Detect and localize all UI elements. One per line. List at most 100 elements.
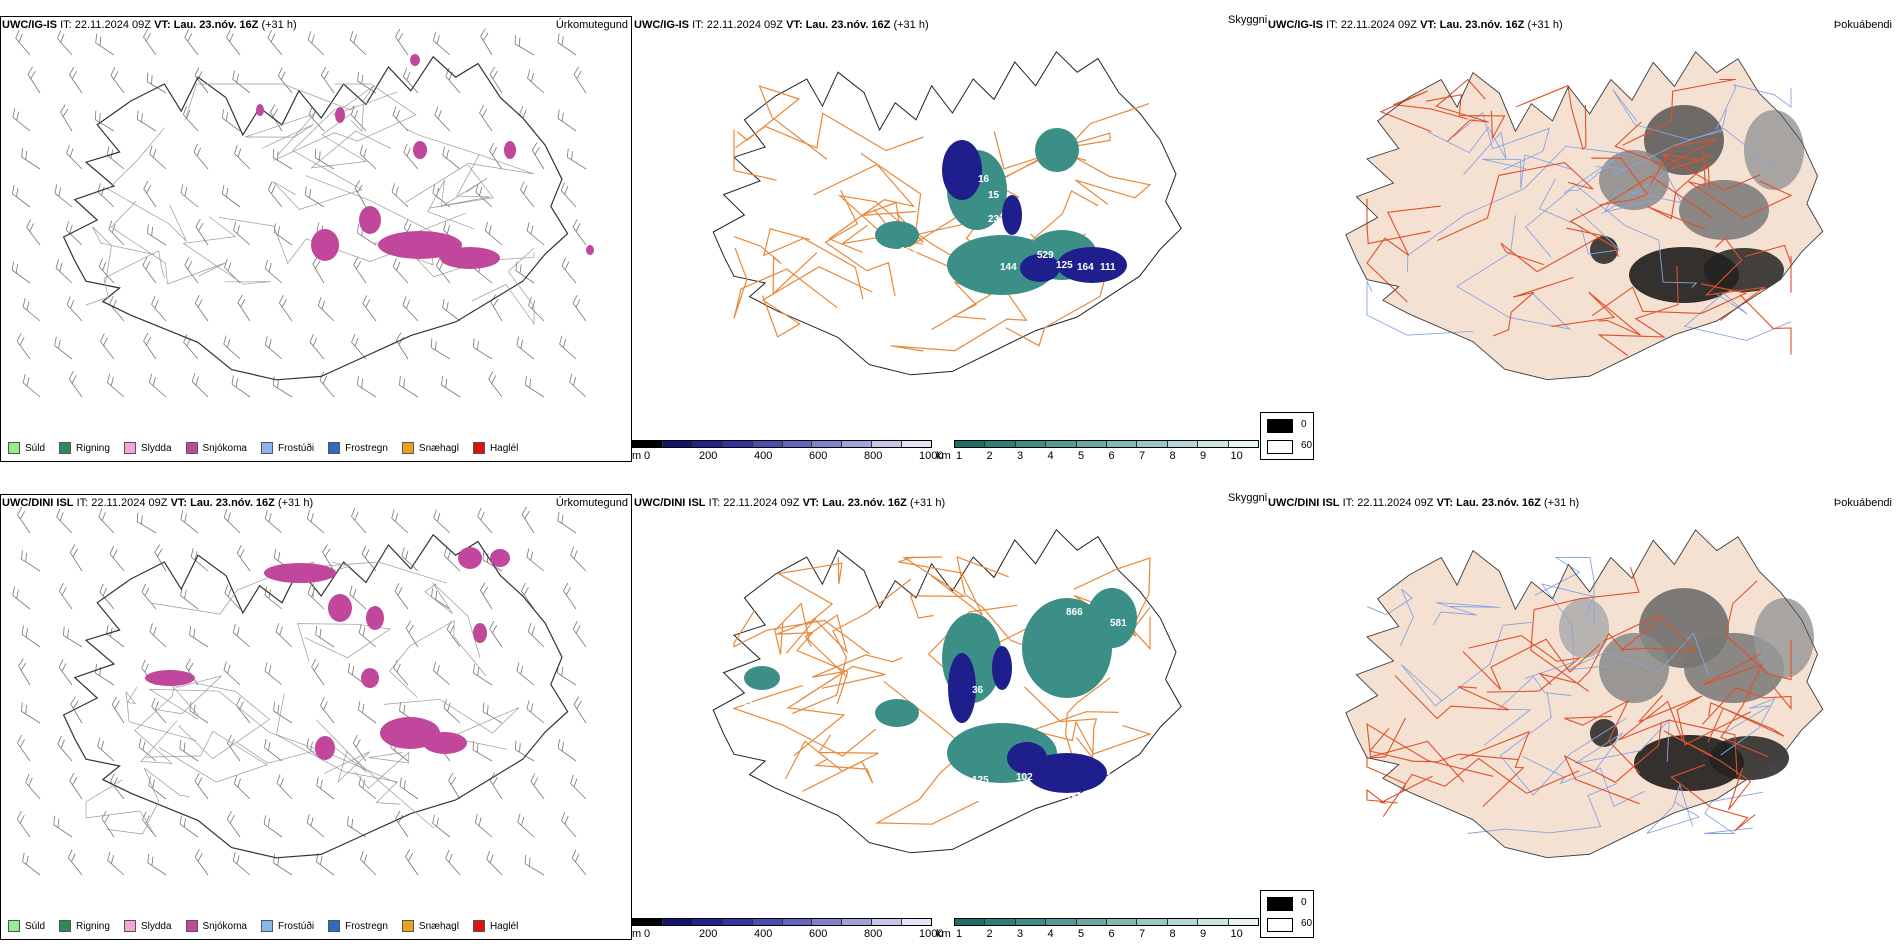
wind-barb [566,148,587,170]
iceland-coastline [1345,51,1824,381]
road-line [1394,675,1510,720]
road-line [1453,111,1550,171]
road-line [1683,292,1792,341]
vt-value: Lau. 23.nóv. 16Z [173,19,259,31]
road-line [310,112,392,169]
low-ceiling-area [1027,753,1107,793]
wind-barb [488,371,503,398]
colorbar-tick: 400 [754,450,773,462]
colorbar-cell [722,441,753,447]
colorbar-cell [812,441,843,447]
fog-area [1679,180,1769,240]
wind-barb [98,258,115,284]
wind-barb [322,544,335,572]
panel-header: UWC/DINI ISL IT: 22.11.2024 09Z VT: Lau.… [1268,497,1579,509]
road-line [1614,121,1718,186]
legend-label: Slydda [140,442,172,454]
wind-barb [572,295,587,322]
it-value: 22.11.2024 09Z [1357,497,1434,509]
wind-barb [16,333,31,360]
colorbar-tick: 600 [809,928,828,940]
wind-barb [434,106,451,132]
colorbar-unit: m [632,928,642,940]
colorbar-cell [722,919,753,925]
wind-barb [561,257,577,284]
road-line [110,200,227,285]
ceiling-colorbar [632,440,932,448]
wind-barb [107,373,125,398]
wind-barb [362,295,377,322]
colorbar-cell [1107,441,1138,447]
iceland-coastline [62,55,569,381]
wind-barb [232,852,251,876]
colorbar-cell [1228,441,1259,447]
wind-barb [519,105,535,132]
panel-title: Þokuábendi [1833,497,1892,509]
panel-header: UWC/IG-IS IT: 22.11.2024 09Z VT: Lau. 23… [2,19,297,31]
colorbar-cell [872,441,903,447]
legend-label: Snjókoma [202,920,247,932]
road-line [1702,686,1792,725]
wind-barb [233,775,251,800]
wind-barb [527,69,545,94]
panel-title: Úrkomutegund [555,19,628,31]
wind-barb [22,374,41,398]
wind-barb [101,810,115,838]
colorbar-tick: 800 [864,928,883,940]
colorbar-cell [1076,441,1108,447]
wind-barb [234,144,251,170]
wind-barb [223,335,241,360]
road-line [1500,227,1604,273]
road-line [1647,162,1711,231]
iceland-coastline [62,533,569,859]
colorbar-tick: 3 [1017,928,1024,940]
panel-header: UWC/DINI ISL IT: 22.11.2024 09Z VT: Lau.… [634,497,945,509]
ceiling-value-label: 109 [908,760,925,771]
wind-barb [394,583,409,610]
colorbar-tick: 9 [1200,450,1207,462]
legend-item: Frostregn [328,442,388,454]
legend-item: Frostúði [260,442,314,454]
colorbar-tick: 7 [1139,450,1146,462]
wind-barb [316,776,335,800]
wind-barb [524,854,545,876]
colorbar-cell [902,919,932,925]
road-line [1530,566,1640,692]
wind-barb [21,625,41,648]
iceland-map-fog [1345,529,1824,859]
model-name: UWC/DINI ISL [1268,497,1340,509]
wind-barb [393,659,409,686]
wind-barb [69,772,83,800]
legend-label: Frostregn [345,920,388,932]
wind-barb [232,623,251,648]
road-line [1492,276,1574,337]
fog-area [1590,719,1618,747]
wind-barb [517,813,535,838]
wind-barb [95,33,115,56]
wind-barb [351,508,367,534]
wind-barb [307,31,325,56]
wind-barb [472,338,493,360]
fog-key-black [1267,419,1293,433]
wind-barb [180,510,199,534]
road-line [1670,764,1756,832]
wind-barb [360,850,377,876]
wind-barb [349,585,367,610]
wind-barb [520,582,535,610]
fog-key-low: 0 [1301,419,1307,430]
wind-barb [358,624,377,648]
legend-item: Súld [8,442,45,454]
wind-barb [11,261,31,284]
colorbar-tick: 10 [1230,450,1243,462]
colorbar-cell [985,441,1016,447]
wind-barb [391,183,409,208]
colorbar-tick: 1 [956,928,963,940]
vt-value: Lau. 23.nóv. 16Z [190,497,275,509]
wind-barb [69,544,83,572]
legend-item: Rigning [59,442,110,454]
wind-barb [405,848,419,876]
legend-swatch [328,442,341,454]
wind-barb [349,31,367,56]
colorbar-cell [1107,919,1138,925]
road-line [1522,755,1645,808]
